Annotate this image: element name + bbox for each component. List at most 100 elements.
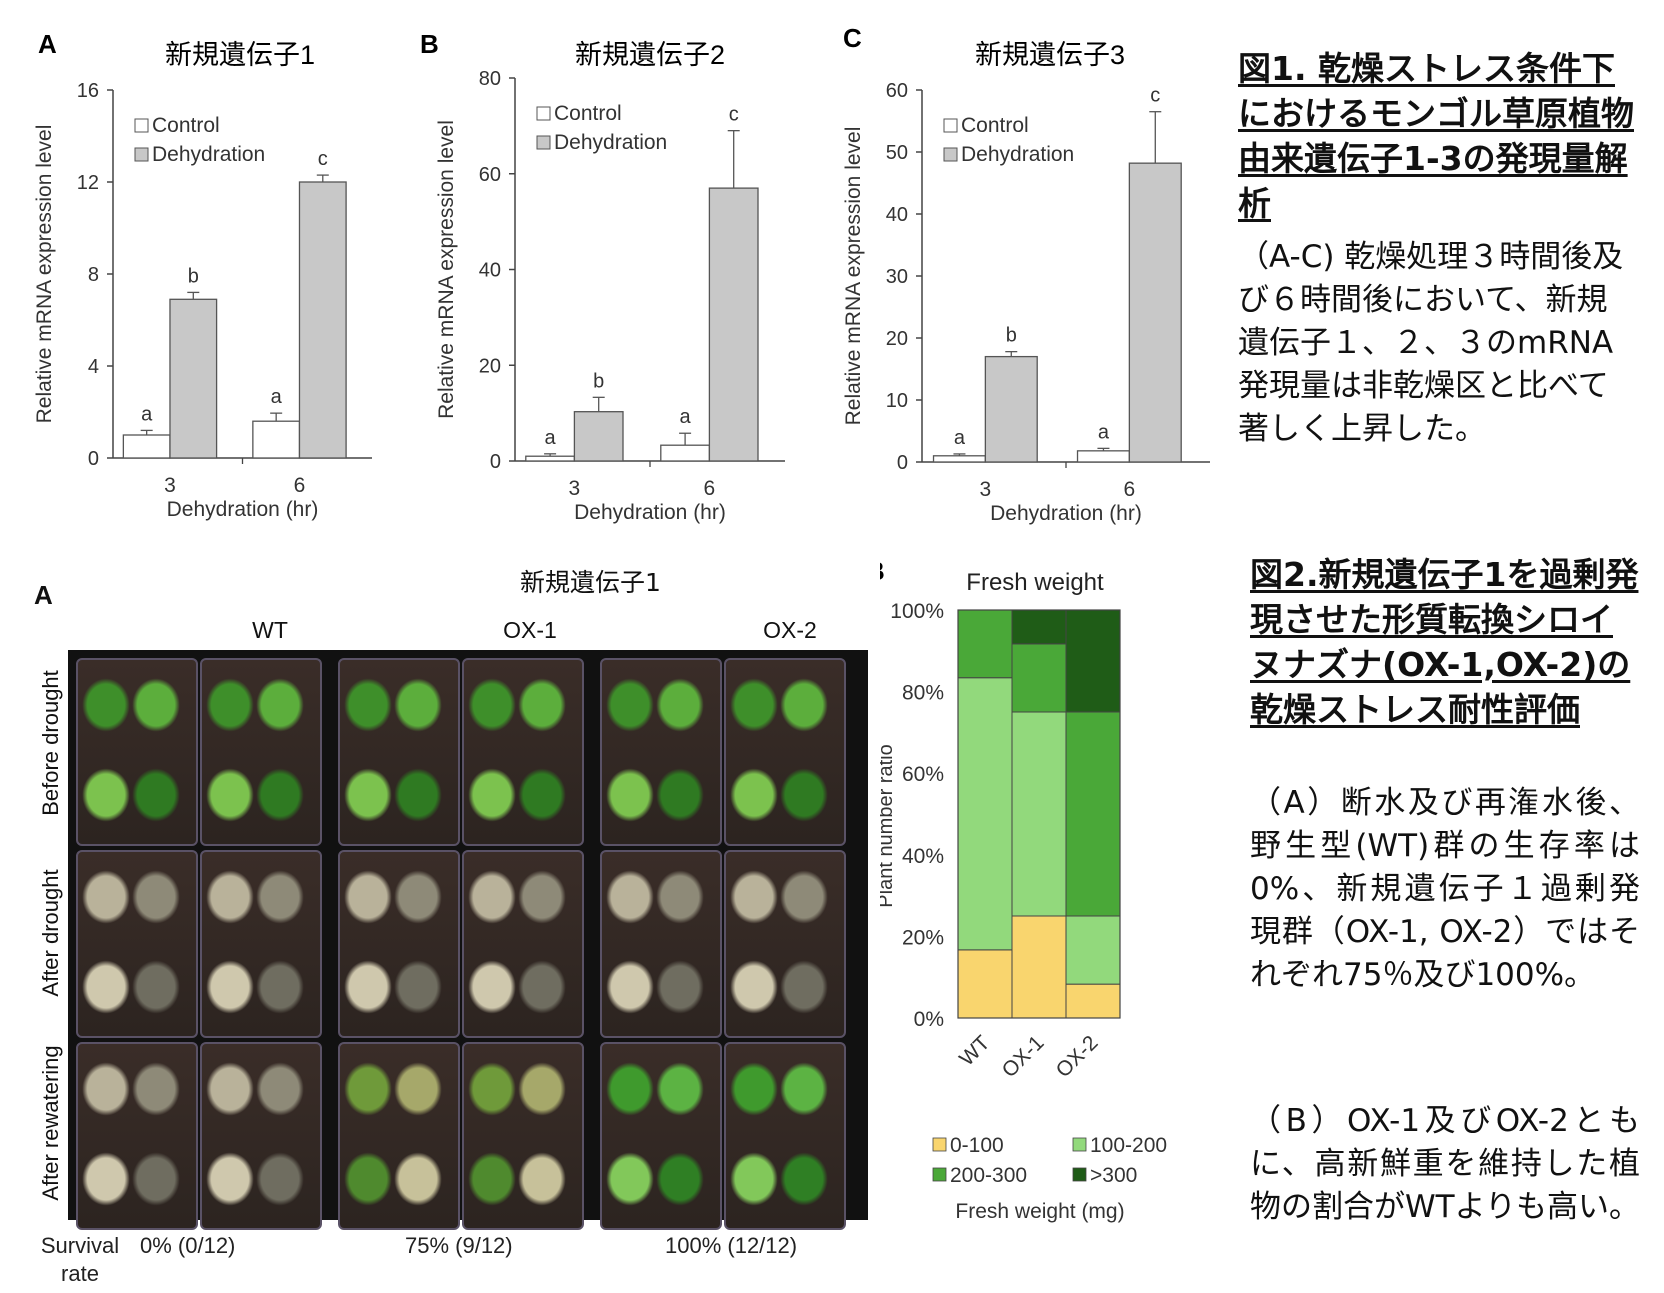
bar <box>169 298 218 459</box>
survival-rate-ox1: 75% (9/12) <box>405 1233 513 1258</box>
plant-tray <box>462 658 584 846</box>
y-axis-label: Relative mRNA expression level <box>842 127 865 426</box>
y-tick-label: 0% <box>914 1008 944 1031</box>
y-axis-label: Relative mRNA expression level <box>33 125 56 424</box>
y-tick-label: 0 <box>897 452 908 474</box>
bar <box>122 434 171 459</box>
plant-tray <box>338 658 460 846</box>
bar <box>252 420 301 459</box>
legend-swatch <box>932 1167 947 1182</box>
legend-swatch <box>1072 1167 1087 1182</box>
y-tick-label: 50 <box>886 142 908 164</box>
significance-letter: a <box>545 427 557 449</box>
row-label-before-drought: Before drought <box>38 669 63 816</box>
x-tick-label: 3 <box>164 474 176 497</box>
y-tick-label: 80 <box>479 68 501 90</box>
legend-label: 200-300 <box>950 1164 1027 1187</box>
x-axis-label: Dehydration (hr) <box>574 501 726 524</box>
plant-tray <box>76 1042 198 1230</box>
survival-rate-label: Survival rate <box>40 1233 120 1286</box>
bar <box>660 444 711 462</box>
plant-tray <box>338 850 460 1038</box>
plant-tray <box>462 1042 584 1230</box>
plant-tray <box>600 658 722 846</box>
fresh-weight-chart: B Fresh weight 0% 20% 40% 60% 80% 100% Plant num… <box>880 560 1167 1223</box>
y-tick-label: 4 <box>88 356 99 378</box>
chart-title: 新規遺伝子2 <box>575 40 725 70</box>
plant-tray <box>462 850 584 1038</box>
stacked-bar-segment <box>957 949 1013 1019</box>
plant-tray <box>724 658 846 846</box>
y-tick-label: 40% <box>902 845 944 868</box>
bar <box>932 455 987 463</box>
bar <box>984 355 1038 463</box>
significance-letter: c <box>729 104 739 126</box>
y-tick-label: 8 <box>88 264 99 286</box>
x-tick-label: 6 <box>704 477 716 500</box>
panel-letter: B <box>420 29 439 59</box>
y-tick-label: 40 <box>886 204 908 226</box>
legend-label: 100-200 <box>1090 1134 1167 1157</box>
y-tick-label: 60 <box>479 164 501 186</box>
significance-letter: a <box>271 386 283 408</box>
plant-tray <box>76 850 198 1038</box>
significance-letter: a <box>141 403 153 425</box>
panel-letter: B <box>880 560 885 586</box>
significance-letter: a <box>680 406 692 428</box>
stacked-bar-segment <box>1011 711 1067 917</box>
plant-tray <box>600 1042 722 1230</box>
x-axis-label: Dehydration (hr) <box>167 498 319 521</box>
chart-gene2: B 新規遺伝子2 0 20 40 60 80 Relative mRNA expression… <box>420 29 785 524</box>
legend-label: Dehydration <box>554 131 667 154</box>
y-tick-label: 0 <box>88 448 99 470</box>
bar <box>708 187 759 462</box>
plant-tray <box>200 1042 322 1230</box>
bar <box>573 411 624 462</box>
chart-gene1: A 新規遺伝子1 0 4 8 12 16 Relative mRNA expression l… <box>33 29 372 521</box>
plant-tray <box>600 850 722 1038</box>
plant-tray <box>200 658 322 846</box>
bar <box>525 455 576 462</box>
x-tick-label: WT <box>955 1031 994 1070</box>
stacked-bar-segment <box>1065 915 1121 985</box>
y-tick-label: 30 <box>886 266 908 288</box>
stacked-bar-segment <box>1065 983 1121 1019</box>
y-tick-label: 20 <box>886 328 908 350</box>
survival-rate-wt: 0% (0/12) <box>140 1233 236 1258</box>
legend-swatch <box>943 118 958 133</box>
significance-letter: c <box>1150 85 1160 107</box>
y-tick-label: 60% <box>902 763 944 786</box>
significance-letter: b <box>188 265 199 287</box>
column-header-ox2: OX-2 <box>763 617 817 643</box>
legend-swatch <box>134 147 149 162</box>
legend-swatch <box>932 1137 947 1152</box>
significance-letter: b <box>593 370 604 392</box>
stacked-bar-segment <box>957 609 1013 679</box>
bar <box>1128 162 1182 463</box>
stacked-bar-segment <box>1065 609 1121 713</box>
plot-frame <box>957 609 1121 1019</box>
legend-swatch <box>536 106 551 121</box>
x-tick-label: 3 <box>569 477 581 500</box>
plant-tray <box>338 1042 460 1230</box>
legend-label: Control <box>961 114 1029 137</box>
legend-label: 0-100 <box>950 1134 1004 1157</box>
figure1-caption-title: 図1. 乾燥ストレス条件下におけるモンゴル草原植物由来遺伝子1-3の発現量解析 <box>1238 49 1634 223</box>
plant-tray <box>724 1042 846 1230</box>
x-tick-label: OX-1 <box>998 1031 1049 1082</box>
column-header-ox1: OX-1 <box>503 617 557 643</box>
significance-letter: b <box>1006 325 1017 347</box>
row-label-after-drought: After drought <box>38 868 63 997</box>
legend-swatch <box>536 135 551 150</box>
y-tick-label: 10 <box>886 390 908 412</box>
column-header-wt: WT <box>252 617 288 643</box>
figure2-panel-a-letter: A <box>34 580 53 610</box>
x-tick-label: 6 <box>1124 478 1136 501</box>
figure1-caption-body: （A-C) 乾燥処理３時間後及び６時間後において、新規遺伝子１、２、３のmRNA… <box>1238 239 1624 447</box>
panel-letter: A <box>38 29 57 59</box>
y-tick-label: 60 <box>886 80 908 102</box>
legend-label: >300 <box>1090 1164 1137 1187</box>
figure1-charts: A 新規遺伝子1 0 4 8 12 16 Relative mRNA expression l… <box>33 23 1210 525</box>
x-axis-label: Fresh weight (mg) <box>955 1200 1124 1223</box>
y-tick-label: 12 <box>77 172 99 194</box>
